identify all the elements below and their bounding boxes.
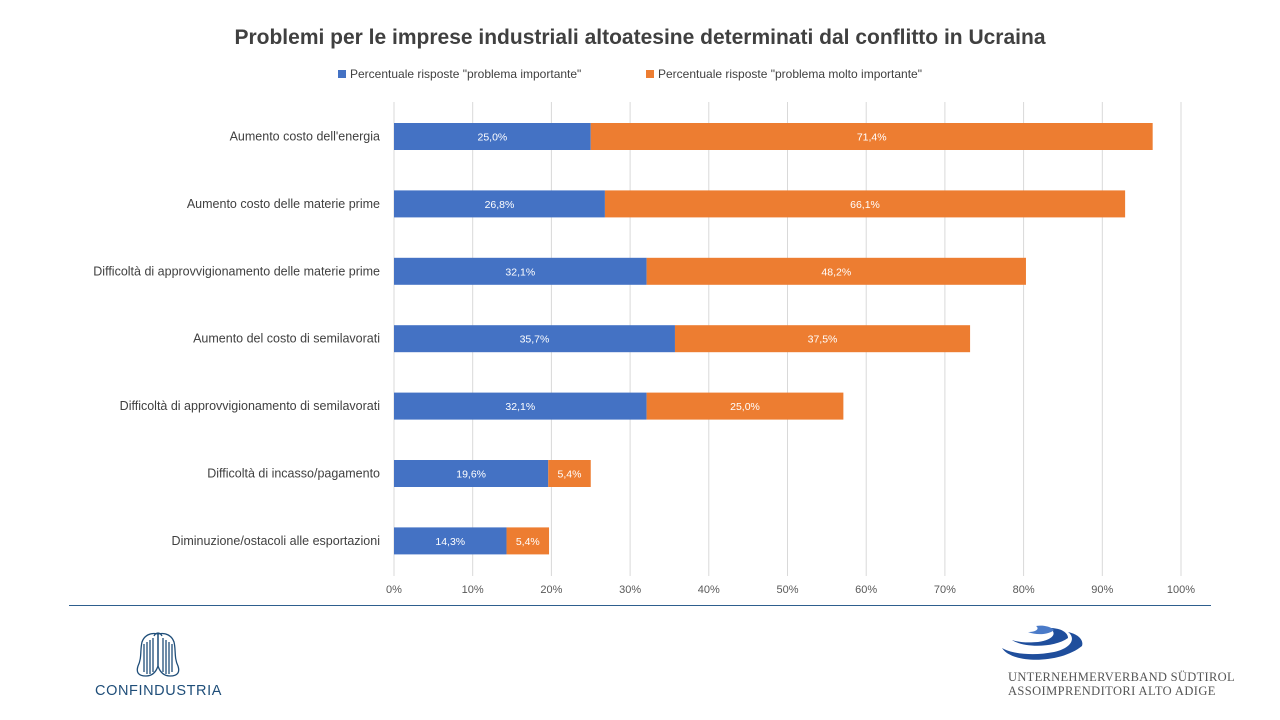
- data-label: 66,1%: [850, 199, 880, 211]
- legend-swatch-molto-importante: [646, 70, 654, 78]
- bars: [394, 123, 1153, 555]
- x-tick-labels: 0% 10% 20% 30% 40% 50% 60% 70% 80% 90% 100%: [386, 584, 1195, 596]
- footer-divider: [69, 605, 1211, 606]
- x-tick-label: 90%: [1091, 584, 1113, 596]
- assoimprenditori-text-it: ASSOIMPRENDITORI ALTO ADIGE: [1008, 684, 1216, 698]
- data-label: 32,1%: [505, 266, 535, 278]
- bar-series-1: [674, 325, 971, 353]
- data-labels: 25,0% 71,4% 26,8% 66,1% 32,1% 48,2% 35,7% 37,5%…: [435, 132, 886, 548]
- bar-series-1: [646, 257, 1026, 285]
- bar-series-1: [604, 190, 1126, 218]
- bar-series-1: [646, 392, 844, 420]
- x-tick-label: 40%: [698, 584, 720, 596]
- assoimprenditori-swirl-icon: [1002, 625, 1083, 660]
- data-label: 14,3%: [435, 536, 465, 548]
- data-label: 5,4%: [558, 469, 582, 481]
- category-label: Difficoltà di approvvigionamento di semi…: [120, 399, 380, 413]
- x-tick-label: 70%: [934, 584, 956, 596]
- bar-series-0: [394, 190, 605, 218]
- category-label: Difficoltà di incasso/pagamento: [207, 467, 380, 481]
- bar-series-0: [394, 392, 647, 420]
- x-tick-label: 30%: [619, 584, 641, 596]
- confindustria-logo-text: CONFINDUSTRIA: [95, 683, 223, 699]
- x-tick-label: 0%: [386, 584, 402, 596]
- bar-series-1: [548, 460, 591, 487]
- chart-plot: 25,0% 71,4% 26,8% 66,1% 32,1% 48,2% 35,7% 37,5%…: [93, 102, 1195, 596]
- category-label: Aumento costo delle materie prime: [187, 197, 380, 211]
- x-tick-label: 60%: [855, 584, 877, 596]
- bar-series-0: [394, 527, 507, 555]
- confindustria-eagle-icon: [136, 632, 180, 677]
- bar-series-0: [394, 123, 591, 150]
- data-label: 25,0%: [477, 132, 507, 144]
- assoimprenditori-text-de: UNTERNEHMERVERBAND SÜDTIROL: [1008, 670, 1235, 684]
- category-label: Aumento costo dell'energia: [230, 130, 380, 144]
- x-tick-label: 10%: [462, 584, 484, 596]
- data-label: 48,2%: [821, 266, 851, 278]
- legend-label-importante: Percentuale risposte "problema important…: [350, 67, 582, 81]
- data-label: 5,4%: [516, 536, 540, 548]
- data-label: 26,8%: [485, 199, 515, 211]
- x-tick-label: 20%: [540, 584, 562, 596]
- category-label: Aumento del costo di semilavorati: [193, 332, 380, 346]
- x-tick-label: 50%: [776, 584, 798, 596]
- bar-series-0: [394, 325, 675, 353]
- data-label: 35,7%: [520, 334, 550, 346]
- category-labels: Aumento costo dell'energia Aumento costo …: [93, 130, 380, 548]
- legend-item-molto-importante: Percentuale risposte "problema molto imp…: [646, 67, 922, 81]
- data-label: 71,4%: [857, 132, 887, 144]
- legend-swatch-importante: [338, 70, 346, 78]
- category-label: Diminuzione/ostacoli alle esportazioni: [172, 534, 380, 548]
- x-tick-label: 80%: [1013, 584, 1035, 596]
- data-label: 25,0%: [730, 401, 760, 413]
- chart-title: Problemi per le imprese industriali alto…: [234, 26, 1046, 49]
- category-label: Difficoltà di approvvigionamento delle m…: [93, 264, 380, 278]
- x-tick-label: 100%: [1167, 584, 1195, 596]
- data-label: 37,5%: [808, 334, 838, 346]
- data-label: 32,1%: [505, 401, 535, 413]
- bar-series-1: [506, 527, 550, 555]
- legend-label-molto-importante: Percentuale risposte "problema molto imp…: [658, 67, 922, 81]
- legend-item-importante: Percentuale risposte "problema important…: [338, 67, 581, 81]
- bar-series-0: [394, 257, 647, 285]
- bar-series-1: [590, 123, 1153, 150]
- data-label: 19,6%: [456, 469, 486, 481]
- bar-series-0: [394, 460, 549, 487]
